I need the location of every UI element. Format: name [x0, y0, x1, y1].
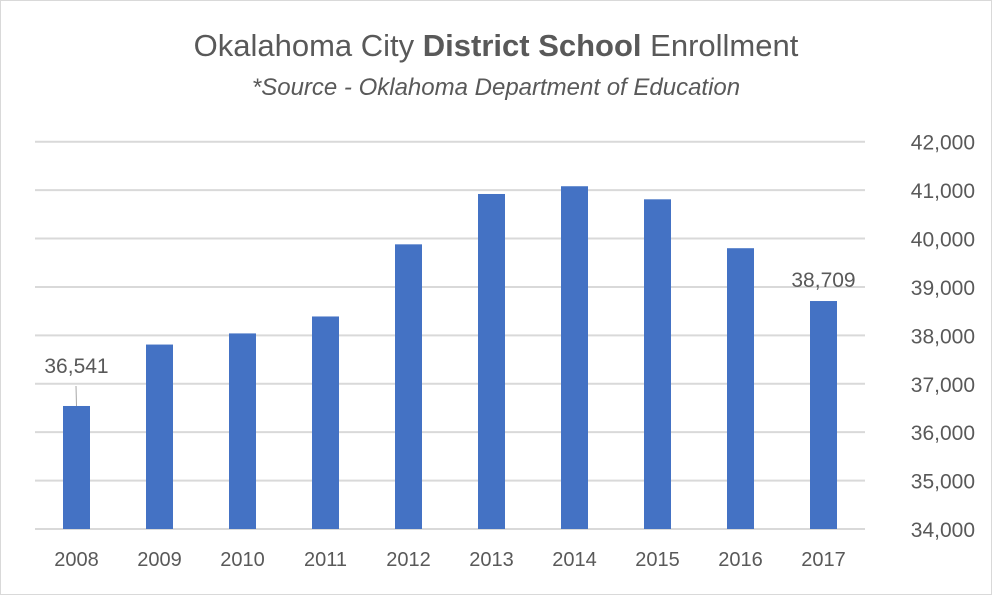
bar	[727, 248, 754, 529]
y-tick-label: 36,000	[911, 422, 975, 445]
y-tick-label: 41,000	[911, 180, 975, 203]
data-label: 38,709	[791, 269, 855, 292]
y-tick-label: 39,000	[911, 277, 975, 300]
bar	[478, 193, 505, 529]
y-tick-label: 42,000	[911, 132, 975, 155]
title-part: Okalahoma City	[193, 28, 423, 63]
x-tick-label: 2015	[635, 549, 680, 571]
bar	[312, 316, 339, 529]
y-tick-label: 35,000	[911, 471, 975, 494]
x-tick-label: 2014	[552, 549, 597, 571]
bar	[63, 405, 90, 529]
data-label: 36,541	[44, 355, 108, 378]
x-tick-label: 2017	[801, 549, 846, 571]
y-tick-label: 34,000	[911, 519, 975, 542]
bar	[810, 301, 837, 529]
y-tick-label: 37,000	[911, 374, 975, 397]
bar	[146, 344, 173, 529]
y-tick-label: 40,000	[911, 229, 975, 252]
x-tick-label: 2011	[304, 549, 347, 571]
bar	[644, 199, 671, 529]
leader-line	[75, 385, 77, 406]
x-tick-label: 2009	[137, 549, 182, 571]
x-tick-label: 2012	[386, 549, 431, 571]
bar	[395, 244, 422, 529]
x-tick-label: 2016	[718, 549, 763, 571]
title-part: Enrollment	[641, 28, 799, 63]
chart-title: Okalahoma City District School Enrollmen…	[0, 28, 992, 64]
x-tick-label: 2010	[220, 549, 265, 571]
x-tick-label: 2013	[469, 549, 514, 571]
title-bold-part: District School	[422, 28, 642, 63]
chart-subtitle: *Source - Oklahoma Department of Educati…	[251, 74, 741, 101]
bar	[229, 333, 256, 529]
y-tick-label: 38,000	[911, 325, 975, 348]
bar	[561, 186, 588, 529]
x-tick-label: 2008	[54, 549, 99, 571]
